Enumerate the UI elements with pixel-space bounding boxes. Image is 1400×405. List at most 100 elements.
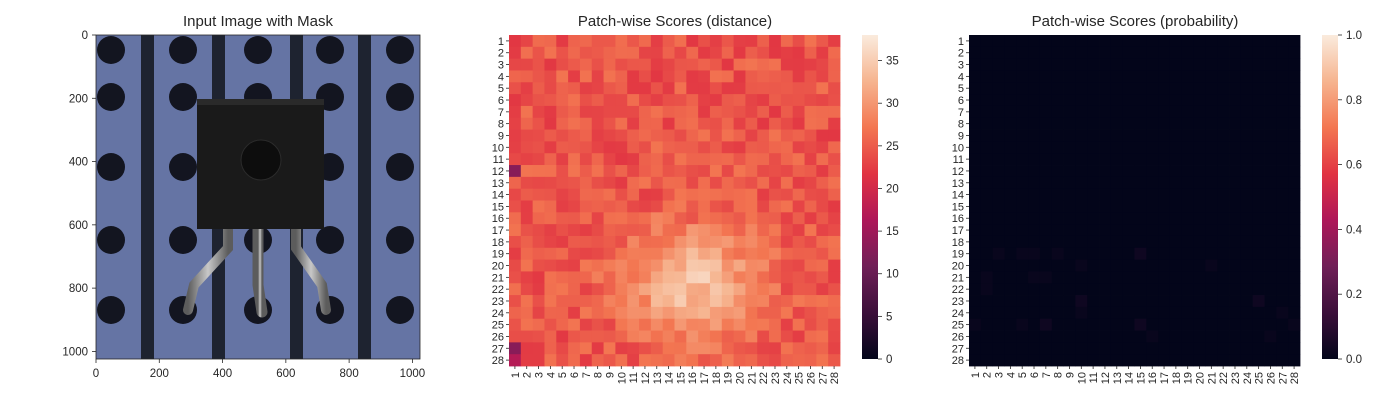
heatmap-cell [816, 153, 829, 166]
heatmap-cell [1134, 94, 1147, 107]
heatmap-cell [709, 58, 723, 71]
heatmap-cell [1075, 342, 1088, 355]
row-tick-label: 9 [958, 130, 964, 142]
heatmap-cell [1122, 117, 1135, 130]
heatmap-cell [828, 271, 841, 284]
heatmap-cell [1169, 224, 1183, 237]
heatmap-cell [1004, 58, 1017, 71]
heatmap-cell [1039, 224, 1053, 237]
heatmap-cell [650, 212, 664, 225]
transistor-leg-right [291, 220, 331, 315]
heatmap-cell [698, 70, 711, 83]
heatmap-cell [1252, 235, 1265, 249]
heatmap-cell [674, 58, 687, 71]
heatmap-cell [532, 117, 545, 130]
heatmap-cell [1276, 271, 1289, 284]
heatmap-cell [816, 235, 829, 249]
heatmap-cell [568, 330, 581, 343]
heatmap-cell [733, 188, 746, 201]
heatmap-cell [828, 129, 841, 142]
heatmap-cell [757, 94, 770, 107]
heatmap-cell [627, 283, 640, 296]
heatmap-cell [639, 117, 652, 130]
heatmap-cell [792, 105, 805, 119]
heatmap-cell [1087, 259, 1100, 272]
heatmap-cell [615, 129, 628, 142]
heatmap-cell [745, 224, 758, 237]
heatmap-cell [579, 129, 593, 142]
heatmap-cell [662, 117, 675, 130]
heatmap-cell [1252, 342, 1265, 355]
heatmap-cell [1004, 153, 1017, 166]
heatmap-cell [674, 342, 687, 355]
heatmap-cell [1028, 200, 1041, 213]
heatmap-cell [1146, 188, 1159, 201]
heatmap-cell [828, 354, 841, 367]
heatmap-cell [828, 295, 841, 308]
heatmap-cell [828, 141, 841, 154]
heatmap-cell [1181, 176, 1195, 190]
heatmap-cell [721, 342, 735, 355]
heatmap-cell [650, 247, 664, 261]
heatmap-cell [1217, 165, 1230, 178]
heatmap-cell [1075, 200, 1088, 213]
heatmap-cell [509, 330, 522, 343]
row-tick-label: 23 [492, 296, 504, 308]
heatmap-cell [1146, 82, 1159, 95]
heatmap-cell [780, 153, 794, 166]
heatmap-cell [520, 224, 534, 237]
heatmap-cell [544, 212, 557, 225]
heatmap-cell [969, 247, 982, 261]
heatmap-cell [1122, 188, 1135, 201]
heatmap-cell [1004, 283, 1017, 296]
heatmap-cell [1193, 235, 1206, 249]
col-tick-label: 8 [1053, 372, 1065, 378]
heatmap-cell [992, 153, 1005, 166]
colorbar-tick-label: 0.2 [1346, 289, 1362, 301]
heatmap-cell [1099, 141, 1112, 154]
heatmap-cell [1252, 70, 1265, 83]
board-hole [244, 36, 272, 64]
heatmap-cell [816, 259, 829, 272]
heatmap-cell [1087, 141, 1100, 154]
heatmap-cell [769, 35, 782, 48]
heatmap-cell [674, 153, 687, 166]
heatmap-cell [1122, 105, 1135, 119]
col-tick-label: 25 [794, 372, 806, 384]
heatmap-cell [662, 153, 675, 166]
heatmap-cell [1122, 35, 1135, 48]
heatmap-cell [1016, 306, 1029, 320]
heatmap-cell [969, 58, 982, 71]
heatmap-cell [1004, 342, 1017, 355]
heatmap-cell [733, 283, 746, 296]
heatmap-cell [1217, 306, 1230, 320]
heatmap-cell [709, 129, 723, 142]
heatmap-cell [1087, 153, 1100, 166]
heatmap-cell [1240, 141, 1254, 154]
board-hole [97, 226, 125, 254]
heatmap-cell [1264, 247, 1277, 261]
heatmap-cell [639, 58, 652, 71]
heatmap-cell [1099, 58, 1112, 71]
heatmap-cell [816, 330, 829, 343]
col-tick-label: 3 [534, 372, 546, 378]
heatmap-cell [556, 58, 569, 71]
heatmap-cell [568, 70, 581, 83]
heatmap-cell [1205, 117, 1218, 130]
image-x-tick-label: 800 [340, 368, 359, 380]
row-tick-label: 27 [492, 343, 504, 355]
panel-probability-heatmap: Patch-wise Scores (probability) 12345678… [952, 13, 1363, 384]
heatmap-cell [1217, 318, 1230, 331]
heatmap-cell [1240, 117, 1254, 130]
heatmap-cell [650, 306, 664, 320]
heatmap-cell [627, 58, 640, 71]
heatmap-cell [650, 70, 664, 83]
heatmap-cell [1110, 129, 1124, 142]
heatmap-cell [1276, 35, 1289, 48]
heatmap-cell [520, 235, 534, 249]
heatmap-cell [1122, 330, 1135, 343]
heatmap-cell [980, 105, 994, 119]
col-tick-label: 12 [640, 372, 652, 384]
heatmap-cell [568, 283, 581, 296]
heatmap-cell [1134, 35, 1147, 48]
